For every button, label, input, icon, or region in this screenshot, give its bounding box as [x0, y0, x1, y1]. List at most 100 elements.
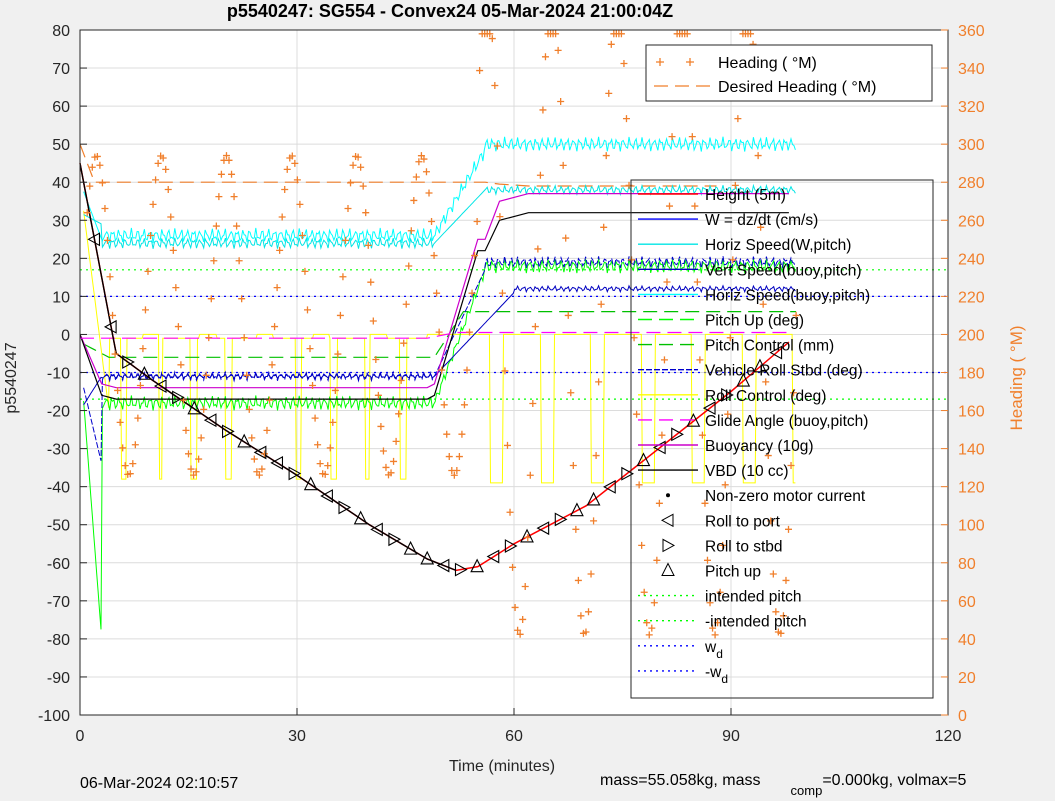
- heading-marker: [111, 350, 119, 358]
- pitch-up-marker: [420, 550, 435, 565]
- heading-marker: [511, 603, 519, 611]
- heading-marker: [141, 306, 149, 314]
- pitch-up-marker: [403, 540, 418, 555]
- heading-marker: [698, 431, 706, 439]
- y-tick-label: -50: [47, 518, 70, 535]
- heading-marker: [577, 612, 585, 620]
- legend-roll-stbd-marker: [662, 538, 676, 553]
- heading-marker: [169, 246, 177, 254]
- heading-marker: [607, 40, 615, 48]
- heading-marker: [493, 142, 501, 150]
- heading-marker: [230, 193, 238, 201]
- y-tick-label: -70: [47, 594, 70, 611]
- heading-marker: [152, 176, 160, 184]
- heading-marker: [106, 273, 114, 281]
- heading-marker: [498, 289, 506, 297]
- pitch-up-marker: [470, 558, 484, 573]
- heading-marker: [592, 452, 600, 460]
- legend-label-base: -w: [705, 664, 722, 681]
- roll-stbd-marker: [172, 390, 185, 405]
- legend-label: Non-zero motor current: [705, 488, 866, 505]
- heading-marker: [197, 434, 205, 442]
- heading-marker: [129, 460, 137, 468]
- heading-marker: [655, 499, 663, 507]
- heading-marker: [602, 152, 610, 160]
- heading-marker: [410, 196, 418, 204]
- heading-marker: [311, 414, 319, 422]
- heading-marker: [767, 517, 775, 525]
- heading-marker: [706, 599, 714, 607]
- roll-stbd-marker: [338, 500, 352, 515]
- heading-marker: [554, 46, 562, 54]
- heading-marker: [314, 441, 322, 449]
- heading-marker: [349, 161, 357, 169]
- heading-marker: [521, 583, 529, 591]
- horiz-speed-w-line: [83, 183, 796, 250]
- heading-legend-label: Desired Heading ( °M): [718, 79, 876, 96]
- heading-marker: [324, 462, 332, 470]
- heading-marker: [658, 431, 666, 439]
- legend-pitch-up-marker: [661, 562, 675, 576]
- footer-mass-prefix: mass=55.058kg, mass: [600, 772, 761, 789]
- heading-marker: [425, 189, 433, 197]
- heading-marker: [529, 400, 537, 408]
- y2-tick-label: 260: [958, 213, 985, 230]
- heading-marker: [369, 317, 377, 325]
- y-tick-label: 80: [52, 23, 70, 40]
- y-tick-label: -90: [47, 670, 70, 687]
- heading-marker: [147, 232, 155, 239]
- heading-marker: [228, 170, 236, 178]
- heading-marker: [534, 245, 542, 253]
- heading-marker: [491, 81, 499, 89]
- heading-marker: [711, 631, 719, 639]
- heading-marker: [668, 133, 676, 141]
- y2-tick-label: 280: [958, 175, 985, 192]
- heading-marker: [468, 289, 476, 297]
- heading-marker: [415, 158, 423, 166]
- heading-marker: [273, 284, 281, 292]
- heading-marker: [590, 517, 598, 525]
- heading-marker: [283, 165, 291, 173]
- heading-marker: [387, 469, 395, 477]
- heading-marker: [630, 334, 638, 342]
- heading-marker: [703, 556, 711, 564]
- heading-marker: [205, 334, 213, 342]
- main-legend-box: [630, 179, 934, 699]
- heading-marker: [362, 209, 370, 217]
- roll-stbd-marker: [122, 355, 135, 369]
- heading-marker: [258, 465, 266, 473]
- heading-marker: [552, 30, 560, 38]
- heading-marker: [509, 563, 517, 571]
- y2-tick-label: 340: [958, 61, 985, 78]
- roll-stbd-marker: [621, 466, 634, 481]
- heading-marker: [567, 389, 575, 397]
- heading-marker: [430, 252, 438, 260]
- roll-port-marker: [702, 401, 716, 416]
- roll-port-marker: [536, 521, 550, 536]
- heading-legend: Heading ( °M) Desired Heading ( °M): [645, 44, 933, 102]
- heading-marker: [506, 508, 514, 516]
- x-tick-label: 60: [505, 728, 523, 745]
- heading-marker: [433, 289, 441, 297]
- legend-label: Vehicle Roll Stbd (deg): [705, 363, 863, 380]
- heading-marker: [471, 252, 479, 260]
- roll-port-marker: [436, 558, 450, 573]
- roll-stbd-marker: [554, 512, 568, 527]
- y2-tick-label: 40: [958, 632, 976, 649]
- roll-port-marker: [370, 522, 383, 537]
- heading-marker: [759, 300, 767, 308]
- heading-marker: [309, 381, 317, 389]
- y-tick-label: 0: [61, 327, 70, 344]
- heading-marker: [585, 608, 593, 616]
- heading-marker: [496, 213, 504, 221]
- heading-marker: [764, 452, 772, 460]
- heading-marker: [438, 366, 446, 374]
- heading-marker: [526, 471, 534, 479]
- roll-port-marker: [603, 479, 616, 494]
- y2-tick-label: 160: [958, 404, 985, 421]
- heading-marker: [390, 457, 398, 465]
- heading-marker: [519, 615, 527, 623]
- heading-marker: [278, 213, 286, 221]
- heading-marker: [250, 455, 258, 463]
